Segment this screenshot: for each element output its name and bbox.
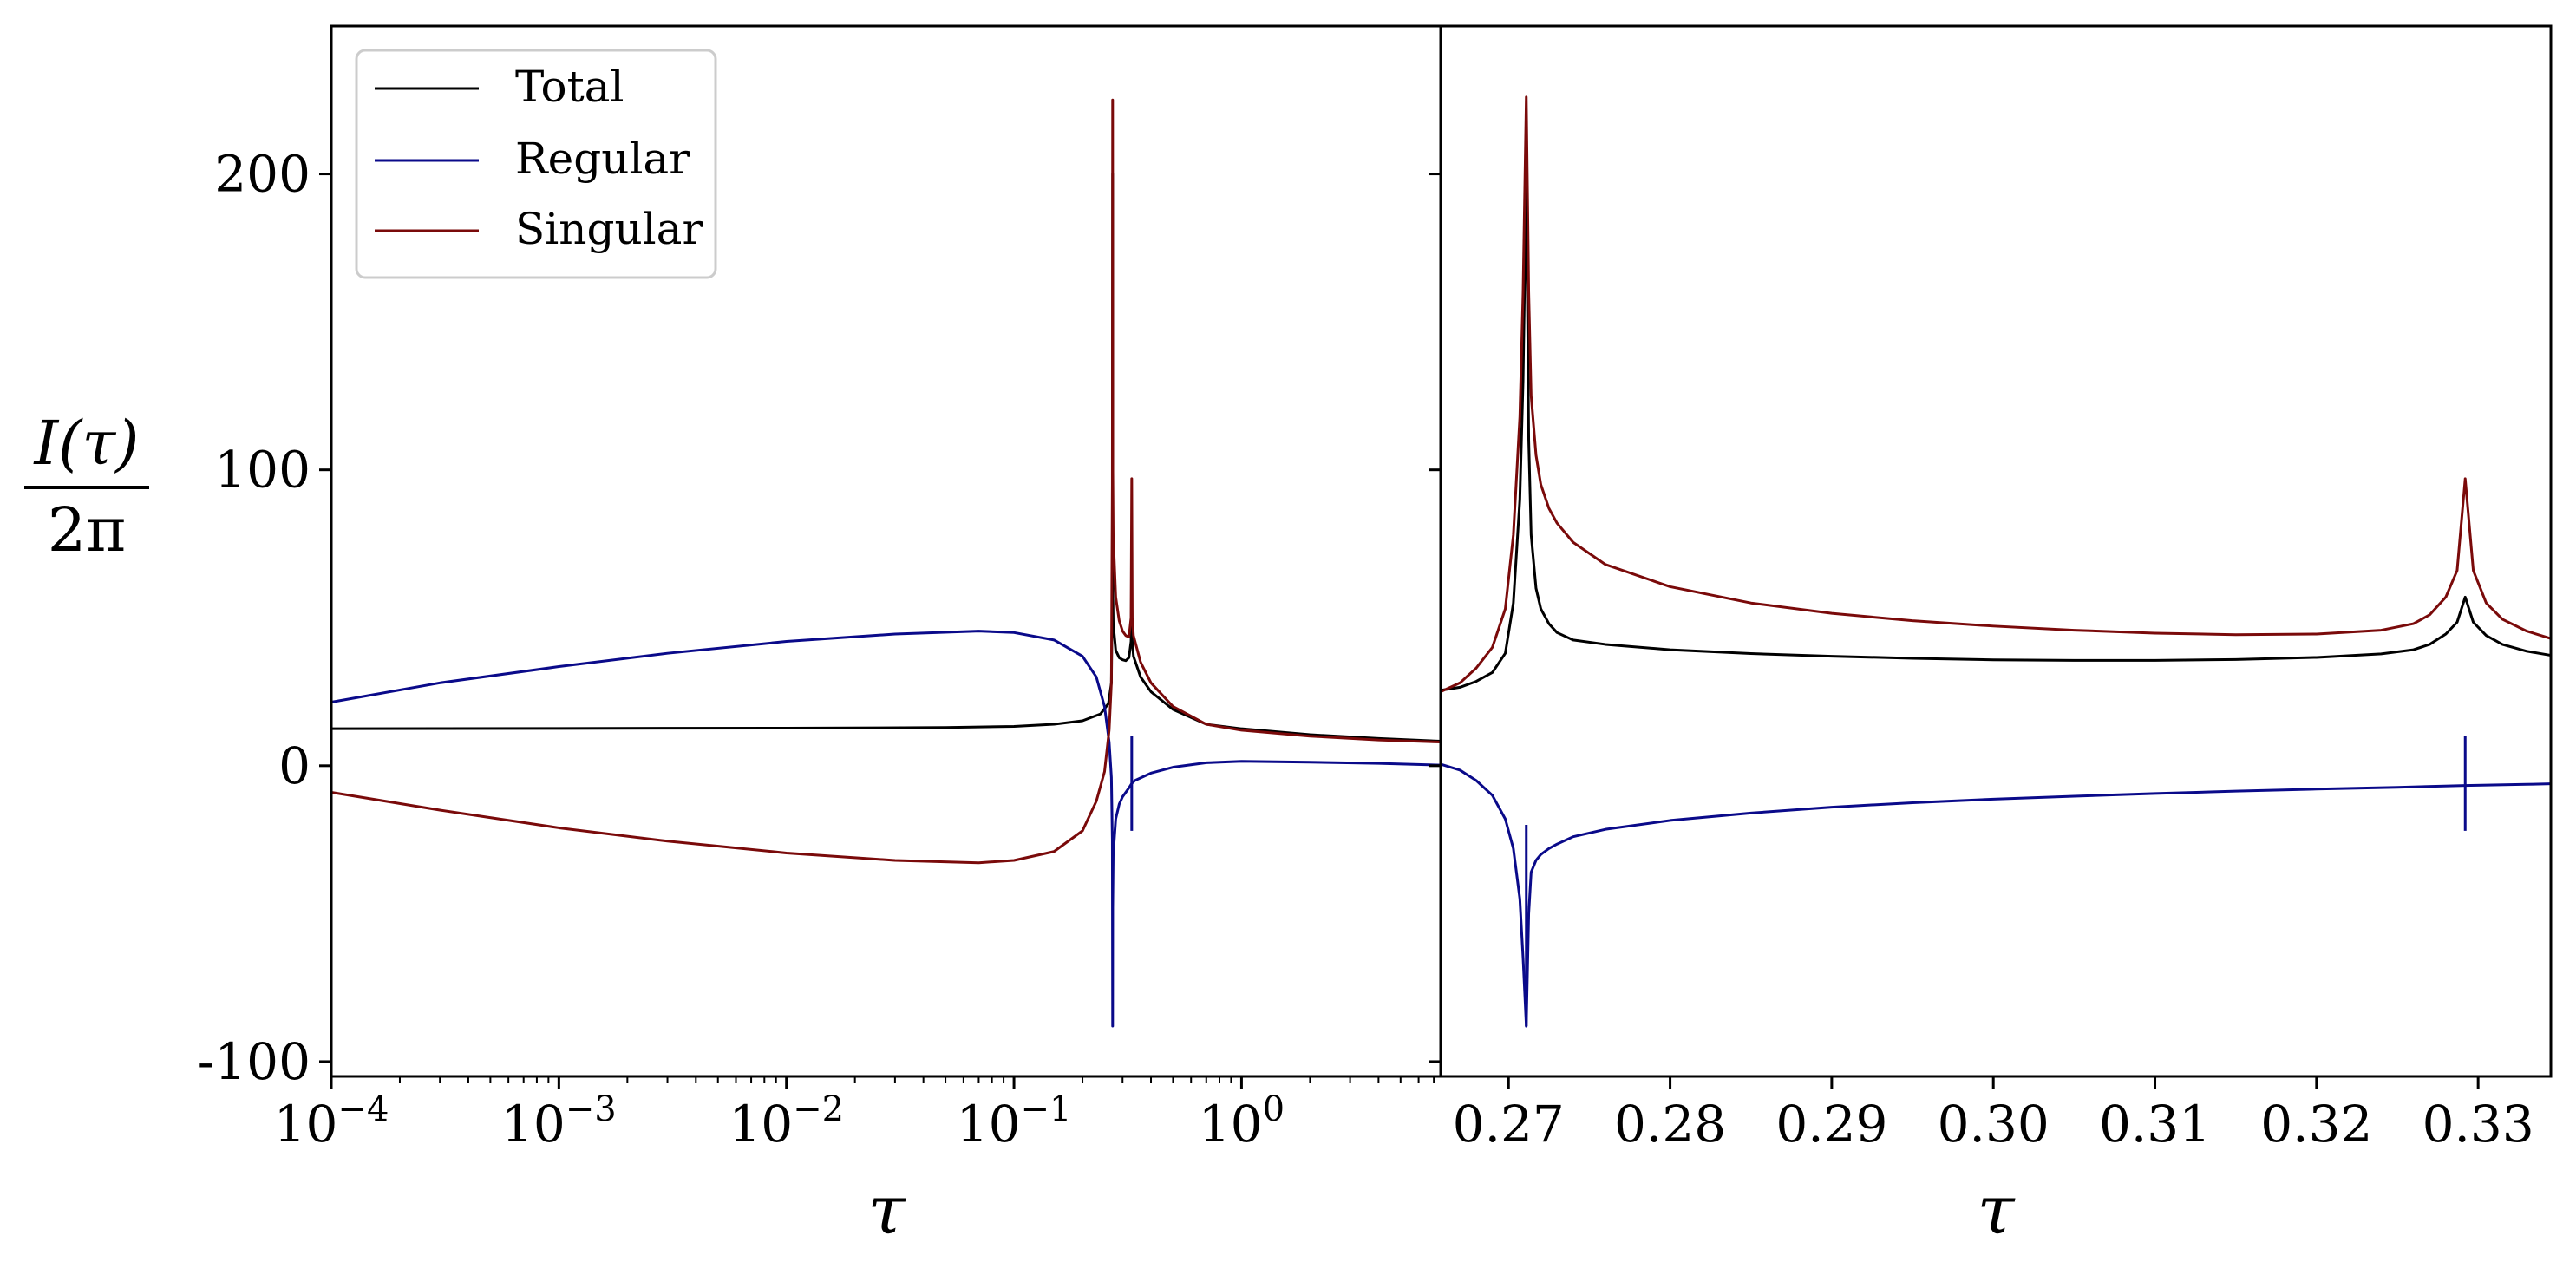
left-series-total [330,173,1442,742]
right-series-regular [1440,762,2552,1028]
y-axis-label-numerator: I(τ) [33,408,140,479]
left-y-tick-label-3: -100 [198,1032,311,1091]
left-y-tick-label-0: 200 [214,145,311,204]
y-axis-label-denominator: 2π [48,494,127,566]
right-series-singular [1440,95,2552,693]
right-x-tick-label-1: 0.28 [1614,1095,1726,1154]
left-x-axis-label: τ [867,1172,906,1250]
legend-label-regular: Regular [515,134,690,184]
right-plot-frame [1439,24,2553,1078]
legend-box [355,49,717,279]
left-x-ticks: 10−4 10−3 10−2 10−1 100 [274,1076,1435,1154]
left-x-tick-label-0: 10−4 [274,1089,389,1154]
left-x-tick-label-3: 10−1 [957,1089,1072,1154]
left-x-tick-label-2: 10−2 [729,1089,844,1154]
right-x-tick-label-3: 0.30 [1938,1095,2050,1154]
legend-label-total: Total [515,62,624,112]
left-y-tick-label-2: 0 [278,736,311,795]
legend: Total Regular Singular [355,49,717,279]
right-x-tick-label-4: 0.31 [2099,1095,2211,1154]
right-series-total [1440,173,2552,692]
y-axis-label: I(τ) 2π [24,408,149,566]
left-y-tick-label-1: 100 [214,441,311,500]
right-y-ticks [1429,173,1441,1063]
left-x-tick-label-1: 10−3 [501,1089,617,1154]
left-series-regular [330,630,1442,1028]
right-panel: 0.27 0.28 0.29 0.30 0.31 0.32 0.33 [1429,24,2553,1154]
right-x-tick-label-5: 0.32 [2260,1095,2372,1154]
right-x-tick-label-0: 0.27 [1453,1095,1565,1154]
left-x-tick-label-4: 100 [1199,1089,1285,1154]
right-x-tick-label-2: 0.29 [1775,1095,1887,1154]
left-series-layer [330,98,1442,1028]
right-series-layer [1440,95,2552,1028]
left-series-singular [330,98,1442,865]
right-x-ticks: 0.27 0.28 0.29 0.30 0.31 0.32 0.33 [1453,1076,2534,1154]
right-x-tick-label-6: 0.33 [2422,1095,2534,1154]
right-x-axis-label: τ [1977,1172,2016,1250]
legend-label-singular: Singular [515,204,703,254]
left-y-ticks: 200 100 0 -100 [198,145,331,1091]
